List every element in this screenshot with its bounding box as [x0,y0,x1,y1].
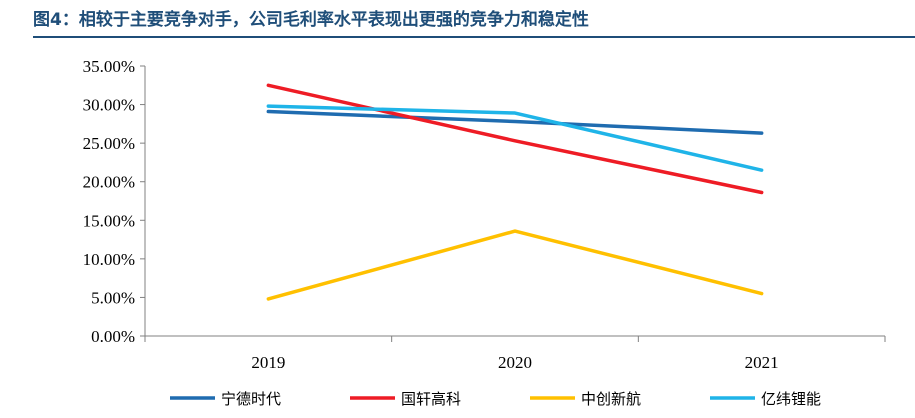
series-line [266,83,764,195]
series-line [266,104,764,172]
title-underline [33,36,915,38]
x-tick-label: 2020 [498,353,532,372]
y-tick-label: 20.00% [83,173,135,192]
y-tick-label: 25.00% [83,134,135,153]
y-tick-label: 5.00% [91,288,135,307]
x-tick-label: 2019 [251,353,285,372]
series-line [266,109,764,135]
y-tick-label: 30.00% [83,96,135,115]
series-line [266,229,764,301]
y-tick-label: 35.00% [83,57,135,76]
legend-label: 国轩高科 [401,390,461,408]
figure-title: 图4：相较于主要竞争对手，公司毛利率水平表现出更强的竞争力和稳定性 [33,10,589,30]
series-layer [266,83,764,301]
legend-label: 宁德时代 [221,390,281,408]
chart-axes: 0.00% 5.00% 10.00% 15.00% 20.00% 25.00% 30.00%… [83,57,886,372]
legend-label: 亿纬锂能 [761,390,821,408]
x-tick-label: 2021 [745,353,779,372]
y-tick-label: 15.00% [83,211,135,230]
y-tick-label: 0.00% [91,327,135,346]
legend-label: 中创新航 [581,390,641,408]
legend: 宁德时代 国轩高科 中创新航 亿纬锂能 [170,390,821,408]
y-tick-label: 10.00% [83,250,135,269]
